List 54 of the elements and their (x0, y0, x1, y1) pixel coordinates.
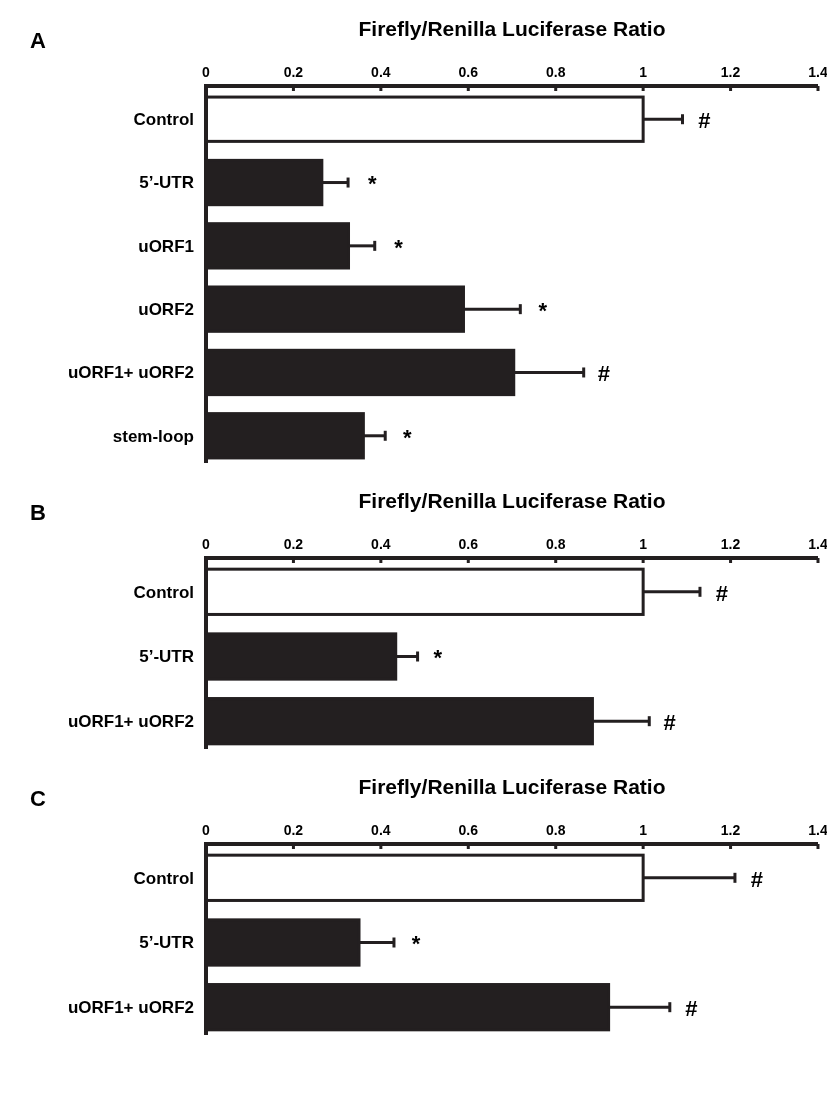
annotation: * (538, 297, 548, 323)
x-axis-title: Firefly/Renilla Luciferase Ratio (358, 489, 666, 512)
y-tick-label: 5’-UTR (139, 933, 194, 953)
annotation: # (597, 361, 611, 387)
y-tick-label: Control (133, 582, 194, 602)
x-tick-label: 1 (639, 822, 648, 838)
x-tick-label: 0.8 (545, 64, 566, 80)
x-tick-label: 0.2 (283, 536, 304, 552)
annotation: # (663, 709, 676, 735)
x-tick-label: 1.4 (808, 64, 827, 80)
annotation: # (750, 866, 764, 892)
chart-title: C (30, 786, 46, 811)
annotation: # (698, 108, 711, 134)
annotation: * (367, 171, 377, 197)
annotation: * (433, 645, 443, 671)
y-tick-label: 5’-UTR (139, 173, 194, 193)
y-tick-label: 5’-UTR (139, 647, 194, 667)
x-tick-label: 0.6 (458, 536, 479, 552)
x-tick-label: 0 (202, 64, 211, 80)
x-tick-label: 1 (639, 536, 648, 552)
y-tick-label: uORF1+ uORF2 (67, 712, 194, 732)
x-tick-label: 0.6 (458, 64, 479, 80)
x-axis-title: Firefly/Renilla Luciferase Ratio (358, 775, 666, 798)
x-tick-label: 0.8 (545, 822, 566, 838)
y-tick-label: uORF1+ uORF2 (67, 998, 194, 1018)
x-tick-label: 1 (639, 64, 648, 80)
chart-title: B (30, 500, 46, 525)
chart-title: A (30, 28, 46, 53)
annotation: # (715, 580, 729, 606)
x-tick-label: 0.6 (458, 822, 479, 838)
x-axis-title: Firefly/Renilla Luciferase Ratio (358, 17, 666, 40)
x-tick-label: 0 (202, 536, 211, 552)
x-tick-label: 0.4 (371, 536, 391, 552)
y-tick-label: uORF1 (138, 236, 194, 256)
x-tick-label: 1.4 (808, 822, 827, 838)
annotation: * (394, 234, 404, 260)
y-tick-label: Control (133, 868, 194, 888)
annotation: # (685, 995, 698, 1021)
x-tick-label: 0.2 (283, 64, 304, 80)
annotation: * (411, 931, 421, 957)
x-tick-label: 1.2 (720, 822, 741, 838)
x-tick-label: 0.4 (371, 822, 391, 838)
y-tick-label: uORF2 (138, 300, 194, 320)
x-tick-label: 1.4 (808, 536, 827, 552)
annotation: * (402, 424, 412, 450)
x-tick-label: 0.4 (371, 64, 391, 80)
y-tick-label: Control (133, 110, 194, 130)
y-tick-label: uORF1+ uORF2 (67, 363, 194, 383)
x-tick-label: 1.2 (720, 64, 741, 80)
y-tick-label: stem-loop (112, 426, 194, 446)
x-tick-label: 0.2 (283, 822, 304, 838)
x-tick-label: 1.2 (720, 536, 741, 552)
x-tick-label: 0 (202, 822, 211, 838)
x-tick-label: 0.8 (545, 536, 566, 552)
